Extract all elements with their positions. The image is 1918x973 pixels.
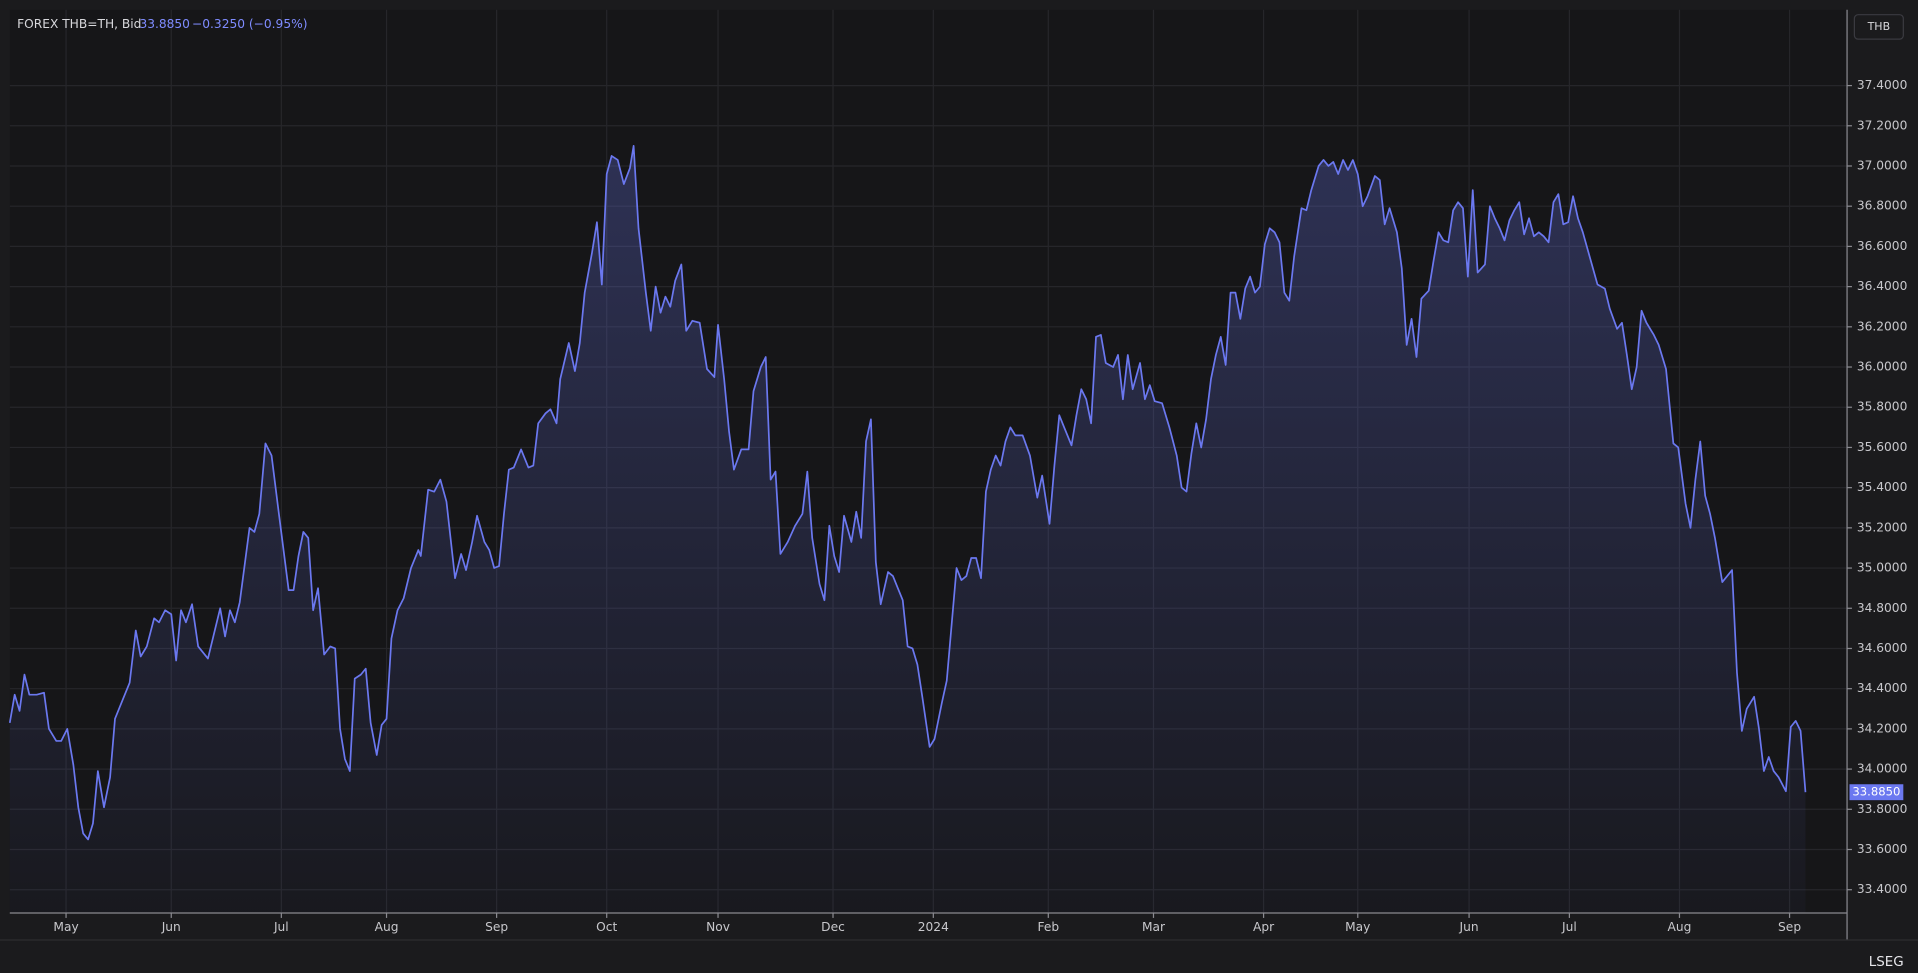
y-tick-label: 36.4000 xyxy=(1857,279,1908,293)
price-change: −0.3250 (−0.95%) xyxy=(192,17,307,31)
y-tick-label: 35.0000 xyxy=(1857,561,1908,575)
last-price: 33.8850 xyxy=(139,17,190,31)
x-tick-label: Aug xyxy=(1668,920,1692,934)
y-tick-label: 34.8000 xyxy=(1857,601,1908,615)
y-tick-label: 35.8000 xyxy=(1857,400,1908,414)
x-tick-label: Oct xyxy=(596,920,617,934)
price-line xyxy=(8,145,1807,841)
x-tick-label: Jul xyxy=(273,920,289,934)
y-tick-label: 35.6000 xyxy=(1857,440,1908,454)
y-tick-label: 34.2000 xyxy=(1857,721,1908,735)
y-tick-label: 33.8000 xyxy=(1857,802,1908,816)
x-tick-label: Apr xyxy=(1253,920,1275,934)
y-tick-label: 33.6000 xyxy=(1857,842,1908,856)
x-tick-label: May xyxy=(1345,920,1370,934)
y-tick-label: 34.4000 xyxy=(1857,681,1908,695)
x-tick-label: May xyxy=(53,920,78,934)
x-tick-label: Aug xyxy=(375,920,399,934)
y-tick-label: 35.2000 xyxy=(1857,520,1908,534)
y-tick-label: 37.0000 xyxy=(1857,158,1908,172)
y-tick-label: 35.4000 xyxy=(1857,480,1908,494)
x-tick-label: Sep xyxy=(485,920,508,934)
currency-label[interactable]: THB xyxy=(1867,20,1891,33)
x-tick-label: Feb xyxy=(1037,920,1059,934)
y-tick-label: 33.4000 xyxy=(1857,882,1908,896)
y-tick-label: 36.8000 xyxy=(1857,199,1908,213)
x-tick-label: Dec xyxy=(821,920,845,934)
area-fill xyxy=(9,145,1806,914)
y-tick-label: 36.0000 xyxy=(1857,360,1908,374)
currency-button[interactable] xyxy=(1853,14,1904,40)
x-tick-label: Sep xyxy=(1778,920,1801,934)
x-tick-label: Jun xyxy=(1459,920,1479,934)
x-tick-label: 2024 xyxy=(918,920,949,934)
last-price-badge xyxy=(1849,784,1904,801)
x-tick-label: Jun xyxy=(161,920,181,934)
last-price-badge-label: 33.8850 xyxy=(1852,785,1900,799)
y-tick-label: 36.6000 xyxy=(1857,239,1908,253)
y-tick-label: 37.4000 xyxy=(1857,78,1908,92)
x-tick-label: Jul xyxy=(1561,920,1577,934)
instrument-name: FOREX THB=TH, Bid xyxy=(17,17,141,31)
brand-logo: LSEG xyxy=(1869,955,1904,970)
y-tick-label: 34.6000 xyxy=(1857,641,1908,655)
y-tick-label: 37.2000 xyxy=(1857,118,1908,132)
y-tick-label: 34.0000 xyxy=(1857,762,1908,776)
y-tick-label: 36.2000 xyxy=(1857,319,1908,333)
x-tick-label: Nov xyxy=(706,920,730,934)
x-tick-label: Mar xyxy=(1142,920,1166,934)
